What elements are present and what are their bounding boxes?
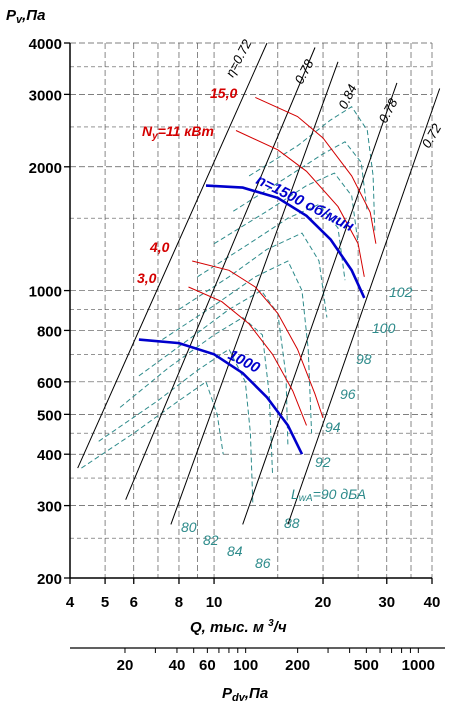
power-curve [255, 96, 377, 244]
noise-label: 98 [356, 351, 372, 367]
noise-curve [98, 348, 254, 506]
noise-label: 86 [255, 555, 271, 571]
efficiency-label: 0.84 [335, 82, 360, 111]
noise-curve [81, 381, 224, 469]
y-tick-label: 800 [37, 323, 62, 340]
noise-label: 92 [315, 454, 331, 470]
y-tick-label: 500 [37, 407, 62, 424]
power-label-nu: Nу=11 кВт [142, 123, 214, 142]
power-curve [235, 130, 365, 277]
speed-label: n=1500 об/мин [253, 171, 356, 235]
power-label: 15,0 [210, 85, 237, 101]
x-tick-label: 6 [130, 594, 138, 611]
noise-curve [119, 316, 273, 474]
y-tick-label: 1000 [29, 284, 62, 301]
y-tick-label: 300 [37, 499, 62, 516]
y-axis-title: Pv,Па [6, 7, 45, 26]
efficiency-line [242, 82, 398, 525]
efficiency-label: 0.72 [419, 120, 445, 150]
y-tick-label: 200 [37, 571, 62, 588]
x2-tick-label: 500 [354, 657, 379, 674]
noise-label: 84 [227, 543, 243, 559]
noise-curve [162, 260, 313, 434]
speed-curve [138, 338, 304, 455]
power-curve [188, 286, 307, 426]
efficiency-line [170, 61, 339, 525]
x2-tick-label: 60 [199, 657, 216, 674]
y-tick-label: 400 [37, 447, 62, 464]
x2-tick-label: 40 [169, 657, 186, 674]
speed-curves: n=1500 об/мин 1000 [138, 171, 366, 455]
y-tick-label: 4000 [29, 36, 62, 53]
x2-tick-label: 20 [117, 657, 134, 674]
x2-tick-label: 200 [285, 657, 310, 674]
noise-label: 88 [284, 515, 300, 531]
noise-label: 82 [203, 532, 219, 548]
x-tick-label: 5 [101, 594, 109, 611]
efficiency-line [77, 42, 268, 469]
x-tick-label: 20 [315, 594, 332, 611]
power-curves: 15,0 4,0 3,0 [137, 85, 377, 426]
axes: 200 300 400 500 600 800 1000 2000 3000 4000 4 5 6 8 10… [29, 36, 445, 674]
noise-label: 80 [181, 519, 197, 535]
y-tick-label: 600 [37, 375, 62, 392]
power-label: 4,0 [149, 239, 170, 255]
noise-curve [248, 106, 376, 231]
x-tick-label: 30 [378, 594, 395, 611]
noise-curve [178, 232, 328, 318]
efficiency-line [125, 47, 316, 500]
noise-curve [213, 172, 359, 245]
efficiency-label: 0.78 [291, 56, 316, 86]
noise-label: 102 [389, 284, 413, 300]
y-tick-label: 2000 [29, 160, 62, 177]
x-tick-label: 40 [424, 594, 441, 611]
x2-axis-title: Pdv,Па [222, 685, 268, 703]
x-tick-label: 4 [66, 594, 75, 611]
power-curve [192, 260, 324, 419]
noise-curve [233, 141, 368, 213]
noise-curve [197, 203, 346, 281]
y-tick-label: 3000 [29, 87, 62, 104]
noise-label: 96 [340, 386, 356, 402]
noise-curve [138, 289, 289, 446]
x2-tick-label: 1000 [402, 657, 435, 674]
efficiency-line [287, 88, 441, 525]
speed-label: 1000 [225, 346, 263, 377]
x-tick-label: 10 [206, 594, 223, 611]
noise-label: 100 [372, 320, 396, 336]
x2-tick-label: 100 [233, 657, 258, 674]
grid [69, 42, 433, 579]
speed-curve [205, 184, 366, 299]
power-label: 3,0 [137, 270, 157, 286]
noise-label: 94 [325, 419, 341, 435]
efficiency-label: 0.78 [375, 95, 400, 125]
noise-label-lwa: LwA=90 дБА [291, 486, 366, 504]
x-axis-title: Q, тыс. м 3/ч [190, 618, 287, 636]
x-tick-label: 8 [175, 594, 183, 611]
